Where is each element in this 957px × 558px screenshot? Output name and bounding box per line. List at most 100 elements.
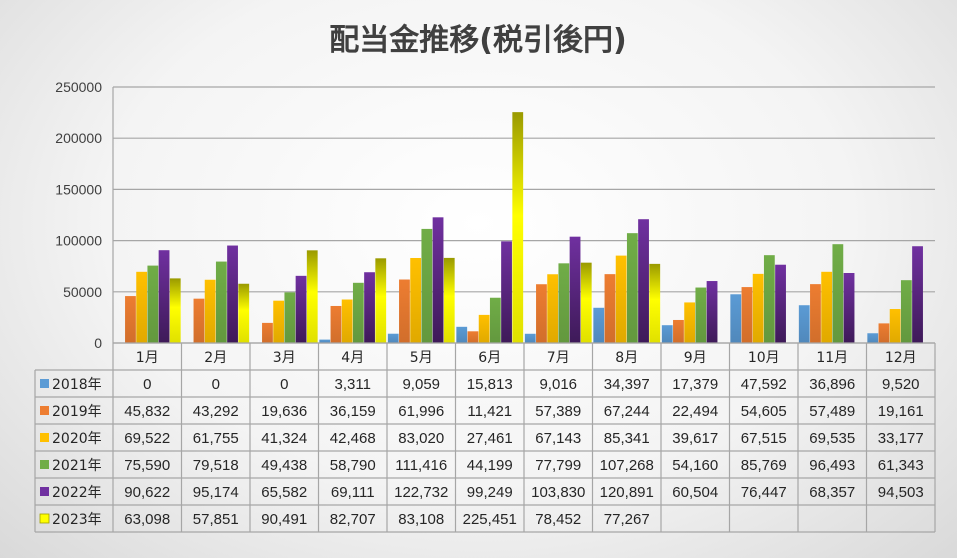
- legend-key: [40, 406, 49, 415]
- data-label: 69,535: [809, 430, 855, 447]
- data-label: 36,159: [330, 403, 376, 420]
- legend-entry: 2022年: [52, 485, 102, 501]
- data-label: 54,160: [672, 457, 718, 474]
- category-label: 9月: [684, 350, 707, 366]
- bar-2023年-7月: [580, 262, 592, 343]
- bar-2021年-4月: [352, 282, 364, 343]
- data-label: 22,494: [672, 403, 718, 420]
- data-label: 17,379: [672, 376, 718, 393]
- data-label: 57,851: [193, 511, 239, 528]
- y-tick-label: 250000: [55, 79, 102, 95]
- data-label: 122,732: [394, 484, 448, 501]
- data-label: 61,343: [878, 457, 924, 474]
- legend-key: [39, 513, 50, 524]
- bar-2018年-9月: [661, 325, 673, 343]
- bar-2020年-11月: [821, 271, 833, 343]
- data-label: 95,174: [193, 484, 239, 501]
- data-label: 68,357: [809, 484, 855, 501]
- data-label: 36,896: [809, 376, 855, 393]
- data-label: 61,996: [398, 403, 444, 420]
- data-label: 99,249: [467, 484, 513, 501]
- category-label: 8月: [615, 350, 638, 366]
- data-label: 11,421: [467, 403, 512, 420]
- bar-2019年-8月: [604, 274, 616, 343]
- data-label: 107,268: [600, 457, 654, 474]
- bar-2023年-8月: [649, 263, 661, 343]
- category-label: 12月: [885, 350, 917, 366]
- data-label: 0: [280, 376, 288, 393]
- data-label: 0: [143, 376, 151, 393]
- data-label: 83,020: [398, 430, 444, 447]
- data-label: 27,461: [467, 430, 513, 447]
- y-tick-label: 150000: [55, 181, 102, 197]
- category-label: 5月: [410, 350, 433, 366]
- data-label: 34,397: [604, 376, 650, 393]
- data-label: 76,447: [741, 484, 787, 501]
- data-label: 41,324: [261, 430, 307, 447]
- bars: [125, 112, 923, 343]
- legend-entry: 2018年: [52, 377, 102, 393]
- data-label: 82,707: [330, 511, 376, 528]
- category-label: 4月: [341, 350, 364, 366]
- legend-key: [40, 433, 49, 442]
- bar-2020年-2月: [204, 279, 216, 343]
- legend-entry: 2019年: [52, 404, 102, 420]
- bar-2023年-2月: [238, 283, 250, 343]
- y-tick-label: 100000: [55, 233, 102, 249]
- bar-2019年-11月: [810, 284, 821, 343]
- data-label: 58,790: [330, 457, 376, 474]
- data-label: 9,016: [539, 376, 577, 393]
- data-label: 54,605: [741, 403, 787, 420]
- bar-2020年-8月: [615, 255, 627, 343]
- bar-2021年-2月: [215, 261, 227, 343]
- data-label: 57,389: [535, 403, 581, 420]
- legend-key: [40, 379, 49, 388]
- bar-2021年-5月: [421, 228, 433, 343]
- data-label: 45,832: [124, 403, 170, 420]
- category-label: 3月: [273, 350, 296, 366]
- data-label: 67,515: [741, 430, 787, 447]
- bar-2020年-5月: [410, 257, 422, 343]
- bar-2019年-10月: [741, 287, 753, 343]
- data-label: 61,755: [193, 430, 239, 447]
- data-label: 69,522: [124, 430, 170, 447]
- bar-2021年-9月: [695, 287, 707, 343]
- data-label: 43,292: [193, 403, 239, 420]
- bar-2020年-9月: [684, 302, 696, 343]
- data-label: 49,438: [261, 457, 307, 474]
- data-label: 90,491: [261, 511, 307, 528]
- legend-entry: 2020年: [52, 431, 102, 447]
- bar-2022年-8月: [638, 219, 649, 343]
- legend-key: [40, 460, 49, 469]
- bar-2023年-4月: [375, 258, 387, 343]
- legend-key: [40, 487, 49, 496]
- chart-title: 配当金推移(税引後円): [329, 23, 626, 58]
- bar-2019年-4月: [330, 305, 342, 343]
- bar-2018年-10月: [730, 294, 742, 343]
- data-label: 78,452: [535, 511, 581, 528]
- bar-2022年-4月: [364, 272, 375, 343]
- bar-2023年-5月: [443, 257, 455, 343]
- bar-2022年-6月: [501, 241, 512, 343]
- bar-2018年-5月: [387, 333, 399, 343]
- y-tick-label: 200000: [55, 130, 102, 146]
- category-label: 11月: [816, 350, 848, 366]
- data-label: 3,311: [335, 376, 371, 393]
- legend-entry: 2023年: [52, 512, 102, 528]
- data-label: 94,503: [878, 484, 924, 501]
- bar-2022年-1月: [158, 250, 170, 343]
- data-label: 96,493: [809, 457, 855, 474]
- bar-2021年-7月: [558, 263, 570, 343]
- category-label: 7月: [547, 350, 570, 366]
- bar-2019年-2月: [193, 298, 205, 343]
- category-label: 10月: [748, 350, 780, 366]
- data-label: 77,267: [604, 511, 650, 528]
- bar-2020年-1月: [136, 271, 148, 343]
- data-label: 90,622: [124, 484, 170, 501]
- category-label: 1月: [136, 350, 159, 366]
- bar-2018年-4月: [319, 339, 331, 343]
- data-label: 75,590: [124, 457, 170, 474]
- data-label: 0: [212, 376, 220, 393]
- data-label: 15,813: [467, 376, 513, 393]
- data-label: 44,199: [467, 457, 513, 474]
